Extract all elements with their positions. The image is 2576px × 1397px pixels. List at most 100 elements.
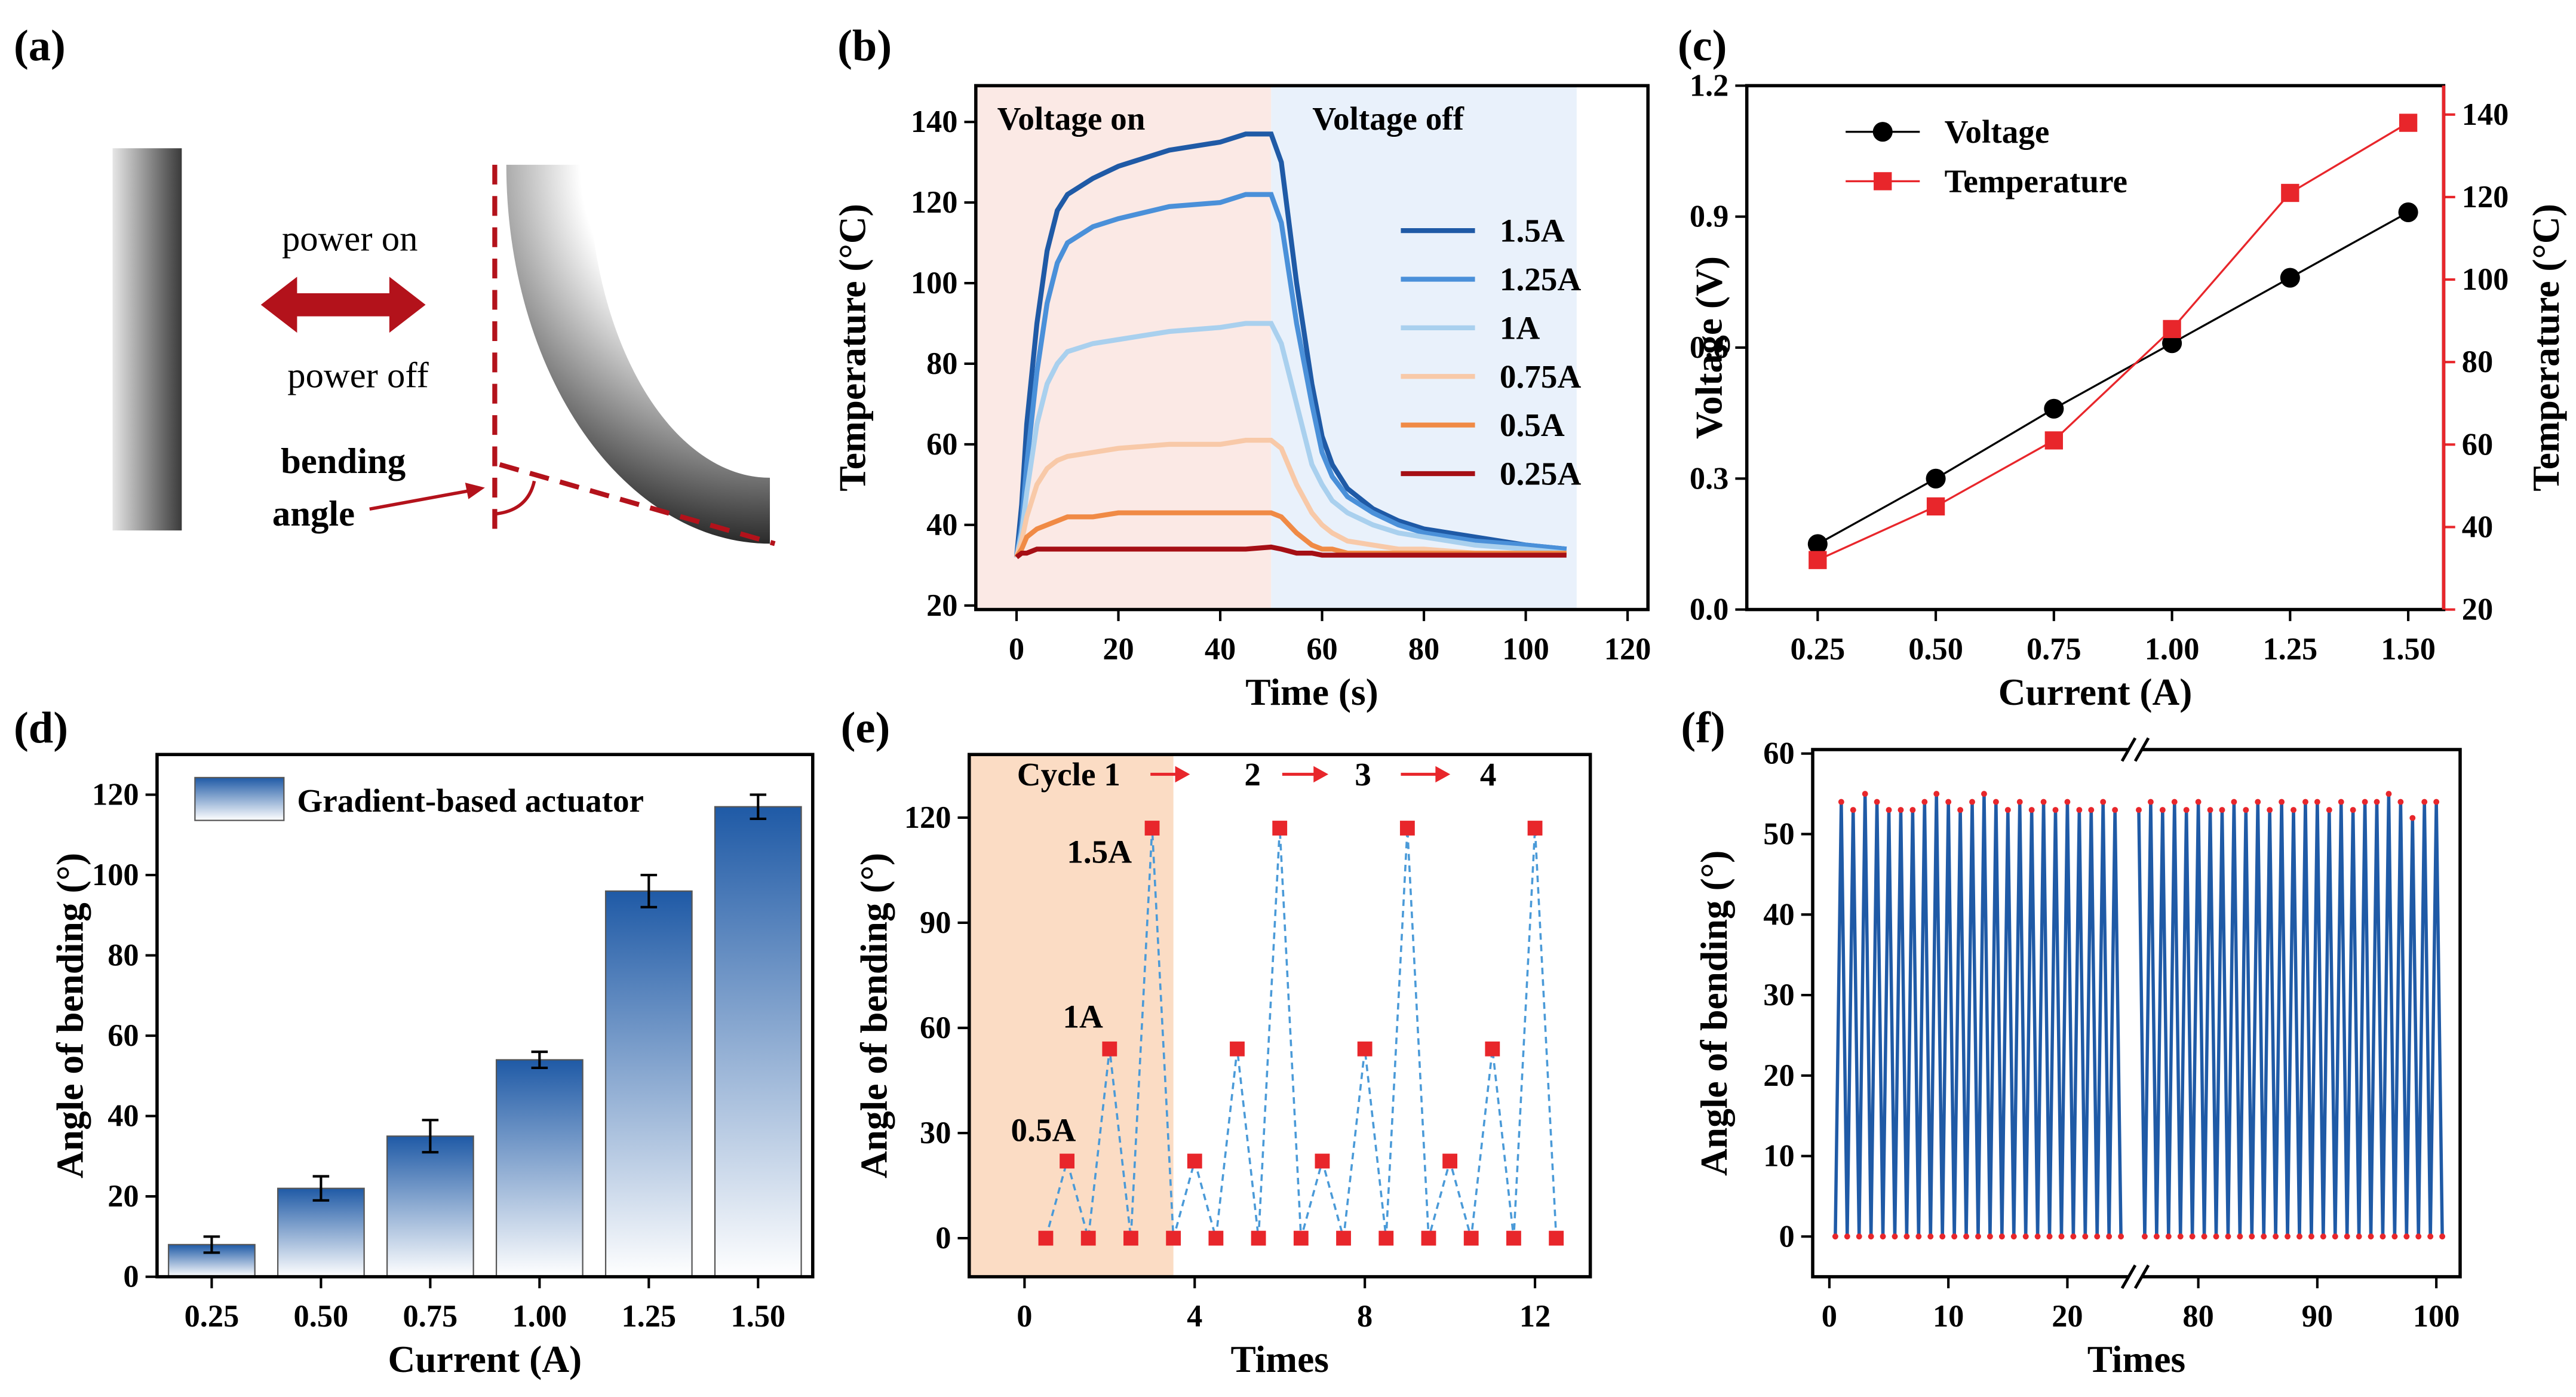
marker bbox=[1123, 1230, 1138, 1246]
panel-label: (d) bbox=[14, 704, 68, 753]
bar bbox=[386, 1135, 474, 1278]
x-tick-label: 40 bbox=[1205, 632, 1236, 667]
power-off-label: power off bbox=[287, 355, 429, 395]
marker bbox=[1378, 1230, 1394, 1246]
x-axis-label: Times bbox=[2087, 1338, 2185, 1380]
axis-break bbox=[2120, 737, 2137, 762]
marker bbox=[1957, 807, 1964, 813]
y-tick-label: 40 bbox=[108, 1099, 139, 1134]
marker bbox=[2409, 815, 2416, 821]
x-tick-label: 80 bbox=[2182, 1299, 2213, 1334]
marker bbox=[2231, 799, 2237, 805]
cycle-arrowhead bbox=[1175, 766, 1190, 783]
legend-marker bbox=[1872, 122, 1893, 142]
marker bbox=[2177, 1233, 2184, 1240]
marker bbox=[1463, 1230, 1479, 1246]
marker bbox=[2368, 1233, 2374, 1240]
marker bbox=[2338, 799, 2344, 805]
y-tick-label: 120 bbox=[92, 778, 139, 812]
y-tick-label: 60 bbox=[920, 1011, 951, 1045]
annotation: 4 bbox=[1480, 756, 1497, 793]
y2-tick-label: 60 bbox=[2462, 427, 2493, 462]
marker bbox=[1357, 1041, 1373, 1057]
series-line bbox=[2137, 794, 2444, 1237]
annotation: 0.5A bbox=[1011, 1112, 1076, 1149]
x-tick-label: 8 bbox=[1357, 1299, 1373, 1334]
legend-label: Voltage bbox=[1945, 113, 2050, 150]
x-axis-label: Current (A) bbox=[1998, 671, 2193, 713]
axis-break bbox=[2133, 1264, 2150, 1289]
x-tick-label: 120 bbox=[1604, 632, 1651, 667]
angle-label: angle bbox=[272, 494, 355, 534]
marker bbox=[1963, 1233, 1970, 1240]
x-tick-label: 20 bbox=[2052, 1299, 2083, 1334]
marker bbox=[2183, 807, 2190, 813]
cycle-arrowhead bbox=[1435, 766, 1451, 783]
axis-break bbox=[2120, 1264, 2137, 1289]
marker bbox=[1909, 807, 1916, 813]
marker bbox=[1926, 468, 1946, 489]
marker bbox=[2302, 799, 2308, 805]
marker bbox=[2237, 1233, 2243, 1240]
legend-label: 0.25A bbox=[1500, 455, 1582, 492]
marker bbox=[1856, 1233, 1862, 1240]
legend-label: 0.5A bbox=[1500, 407, 1565, 443]
marker bbox=[2398, 202, 2418, 222]
bar bbox=[495, 1059, 584, 1278]
x-tick-label: 1.00 bbox=[512, 1299, 567, 1334]
bar bbox=[714, 806, 802, 1278]
marker bbox=[2088, 807, 2095, 813]
marker bbox=[2118, 1233, 2124, 1240]
marker bbox=[1898, 807, 1904, 813]
marker bbox=[1886, 807, 1892, 813]
marker bbox=[2040, 799, 2047, 805]
marker bbox=[1987, 1233, 1993, 1240]
marker bbox=[2433, 799, 2440, 805]
marker bbox=[2159, 807, 2166, 813]
x-tick-label: 0 bbox=[1009, 632, 1024, 667]
marker bbox=[1844, 1233, 1850, 1240]
bent-actuator bbox=[506, 164, 770, 544]
marker bbox=[1915, 1233, 1922, 1240]
annotation: 1.5A bbox=[1067, 834, 1132, 870]
x-tick-label: 0.50 bbox=[1908, 632, 1963, 667]
bending-label: bending bbox=[281, 441, 406, 481]
marker bbox=[1921, 799, 1928, 805]
marker bbox=[2399, 113, 2418, 132]
marker bbox=[2058, 1233, 2065, 1240]
marker bbox=[2189, 1233, 2196, 1240]
marker bbox=[2243, 807, 2249, 813]
y-tick-label: 60 bbox=[926, 427, 957, 462]
marker bbox=[2136, 807, 2142, 813]
angle-arc bbox=[495, 480, 536, 516]
dashed-slant bbox=[499, 462, 776, 546]
y-axis-label: Angle of bending (°) bbox=[1693, 851, 1735, 1176]
x-tick-label: 0.25 bbox=[185, 1299, 240, 1334]
legend-marker bbox=[1874, 172, 1892, 191]
marker bbox=[1080, 1230, 1096, 1246]
marker bbox=[1880, 1233, 1886, 1240]
power-on-label: power on bbox=[282, 219, 417, 259]
legend-swatch bbox=[194, 776, 285, 821]
angle-arrowhead bbox=[465, 483, 485, 499]
x-tick-label: 1.00 bbox=[2145, 632, 2200, 667]
marker bbox=[1939, 1233, 1946, 1240]
y2-tick-label: 80 bbox=[2462, 345, 2493, 379]
y-tick-label: 40 bbox=[1763, 897, 1794, 932]
marker bbox=[2022, 1233, 2029, 1240]
marker bbox=[1144, 821, 1160, 836]
marker bbox=[2100, 799, 2107, 805]
marker bbox=[2141, 1233, 2148, 1240]
marker bbox=[2279, 799, 2285, 805]
marker bbox=[1832, 1233, 1838, 1240]
plot-frame bbox=[974, 84, 1650, 612]
y2-tick-label: 140 bbox=[2462, 97, 2509, 132]
marker bbox=[1868, 1233, 1874, 1240]
series-line bbox=[1817, 211, 2409, 545]
y-tick-label: 20 bbox=[1763, 1058, 1794, 1093]
marker bbox=[1187, 1153, 1202, 1169]
marker bbox=[2332, 1233, 2338, 1240]
series-line bbox=[1014, 321, 1567, 558]
marker bbox=[1850, 807, 1856, 813]
